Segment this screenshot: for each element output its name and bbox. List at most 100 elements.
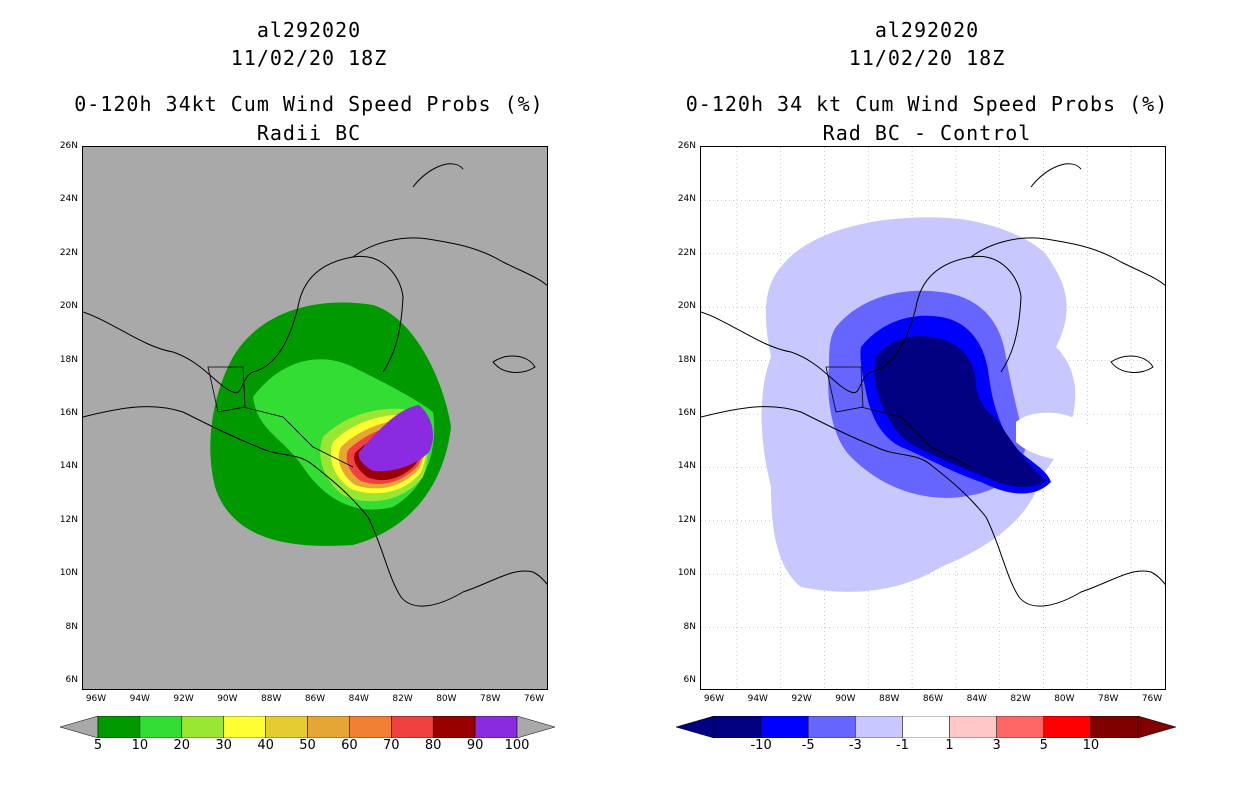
lon-tick-label: 90W bbox=[835, 694, 856, 704]
lat-tick-label: 24N bbox=[677, 194, 696, 205]
lon-tick-label: 88W bbox=[261, 694, 282, 704]
lon-tick-label: 78W bbox=[1098, 694, 1119, 704]
storm-id-title: al292020 bbox=[874, 18, 980, 42]
lon-tick-label: 90W bbox=[217, 694, 238, 704]
subtitle: Radii BC bbox=[256, 121, 362, 145]
lon-tick-label: 88W bbox=[879, 694, 900, 704]
lat-tick-label: 22N bbox=[677, 247, 696, 258]
colorbar-swatch bbox=[855, 716, 903, 738]
lat-tick-label: 10N bbox=[59, 568, 78, 579]
probability-colorbar bbox=[60, 716, 555, 738]
colorbar-label: -10 bbox=[750, 738, 772, 753]
colorbar-label: -3 bbox=[848, 738, 862, 753]
colorbar-swatch bbox=[223, 716, 266, 738]
colorbar-label: 70 bbox=[383, 738, 400, 753]
colorbar-label: 60 bbox=[341, 738, 358, 753]
colorbar-label: 100 bbox=[504, 738, 530, 753]
lon-tick-label: 96W bbox=[85, 694, 107, 704]
colorbar-label: 90 bbox=[466, 738, 484, 753]
colorbar-swatch bbox=[996, 716, 1045, 738]
colorbar-label: 30 bbox=[215, 738, 232, 753]
lat-tick-label: 18N bbox=[677, 354, 696, 365]
lon-tick-label: 94W bbox=[129, 694, 150, 704]
date-title: 11/02/20 18Z bbox=[848, 46, 1006, 70]
probability-map bbox=[82, 146, 548, 690]
storm-id-title: al292020 bbox=[256, 18, 362, 42]
lon-tick-label: 86W bbox=[922, 694, 944, 704]
contour-plus1 bbox=[1016, 412, 1091, 460]
lon-tick-label: 94W bbox=[747, 694, 768, 704]
colorbar-swatch bbox=[713, 716, 762, 738]
date-title: 11/02/20 18Z bbox=[230, 46, 388, 70]
colorbar-label: 50 bbox=[299, 738, 316, 753]
lat-tick-label: 24N bbox=[59, 194, 78, 205]
product-title: 0-120h 34 kt Cum Wind Speed Probs (%) bbox=[685, 92, 1169, 116]
lon-tick-label: 84W bbox=[966, 694, 987, 704]
colorbar-max-arrow bbox=[516, 716, 555, 738]
colorbar-label: 10 bbox=[1082, 738, 1100, 753]
lon-tick-label: 96W bbox=[703, 694, 725, 704]
lon-tick-label: 82W bbox=[1010, 694, 1031, 704]
lon-tick-label: 80W bbox=[436, 694, 457, 704]
product-title: 0-120h 34kt Cum Wind Speed Probs (%) bbox=[74, 92, 544, 116]
colorbar-swatch bbox=[181, 716, 224, 738]
lon-tick-label: 86W bbox=[304, 694, 326, 704]
lat-tick-label: 12N bbox=[59, 514, 78, 525]
lat-tick-label: 22N bbox=[59, 247, 78, 258]
colorbar-swatch bbox=[1090, 716, 1139, 738]
lat-tick-label: 18N bbox=[59, 354, 78, 365]
colorbar-min-arrow bbox=[60, 716, 99, 738]
lon-tick-label: 76W bbox=[1141, 694, 1163, 704]
colorbar-swatch bbox=[432, 716, 476, 738]
lon-tick-label: 82W bbox=[392, 694, 413, 704]
colorbar-label: 1 bbox=[945, 738, 954, 753]
colorbar-label: 5 bbox=[1039, 738, 1048, 753]
coastlines bbox=[701, 163, 1165, 607]
colorbar-label: 80 bbox=[424, 738, 442, 753]
colorbar-swatch bbox=[307, 716, 350, 738]
right-panel: al292020 11/02/20 18Z 0-120h 34 kt Cum W… bbox=[618, 0, 1236, 800]
contour-100pct bbox=[358, 405, 434, 472]
colorbar-swatch bbox=[97, 716, 141, 738]
lat-tick-label: 6N bbox=[683, 675, 696, 685]
lat-tick-label: 26N bbox=[677, 141, 696, 151]
colorbar-label: 20 bbox=[173, 738, 191, 753]
difference-map bbox=[700, 146, 1166, 690]
lat-tick-label: 6N bbox=[65, 675, 78, 685]
colorbar-label: 3 bbox=[992, 738, 1001, 753]
colorbar-max-arrow bbox=[1137, 716, 1176, 738]
lon-tick-label: 92W bbox=[173, 694, 194, 704]
lat-tick-label: 12N bbox=[677, 514, 696, 525]
colorbar-label: -5 bbox=[801, 738, 815, 753]
colorbar-swatch bbox=[807, 716, 856, 738]
colorbar-swatch bbox=[139, 716, 183, 738]
lat-tick-label: 16N bbox=[677, 408, 696, 418]
borders bbox=[825, 366, 972, 468]
colorbar-swatch bbox=[949, 716, 997, 738]
colorbar-swatch bbox=[474, 716, 518, 738]
coastlines bbox=[83, 163, 547, 607]
subtitle: Rad BC - Control bbox=[822, 121, 1032, 145]
lon-tick-label: 78W bbox=[480, 694, 501, 704]
colorbar-label: -1 bbox=[895, 738, 909, 753]
colorbar-swatch bbox=[1043, 716, 1092, 738]
colorbar-swatch bbox=[902, 716, 950, 738]
lat-tick-label: 16N bbox=[59, 408, 78, 418]
lat-tick-label: 26N bbox=[59, 141, 78, 151]
difference-colorbar bbox=[676, 716, 1176, 738]
colorbar-swatch bbox=[265, 716, 308, 738]
colorbar-swatch bbox=[760, 716, 809, 738]
lat-tick-label: 14N bbox=[59, 461, 78, 472]
colorbar-label: 10 bbox=[131, 738, 149, 753]
lat-tick-label: 20N bbox=[59, 301, 78, 312]
lon-tick-label: 92W bbox=[791, 694, 812, 704]
lat-tick-label: 8N bbox=[683, 621, 696, 632]
lat-tick-label: 10N bbox=[677, 568, 696, 579]
lat-tick-label: 14N bbox=[677, 461, 696, 472]
lon-tick-label: 80W bbox=[1054, 694, 1075, 704]
colorbar-swatch bbox=[349, 716, 392, 738]
colorbar-min-arrow bbox=[676, 716, 715, 738]
colorbar-swatch bbox=[391, 716, 434, 738]
lon-tick-label: 84W bbox=[348, 694, 369, 704]
left-panel: al292020 11/02/20 18Z 0-120h 34kt Cum Wi… bbox=[59, 18, 555, 753]
